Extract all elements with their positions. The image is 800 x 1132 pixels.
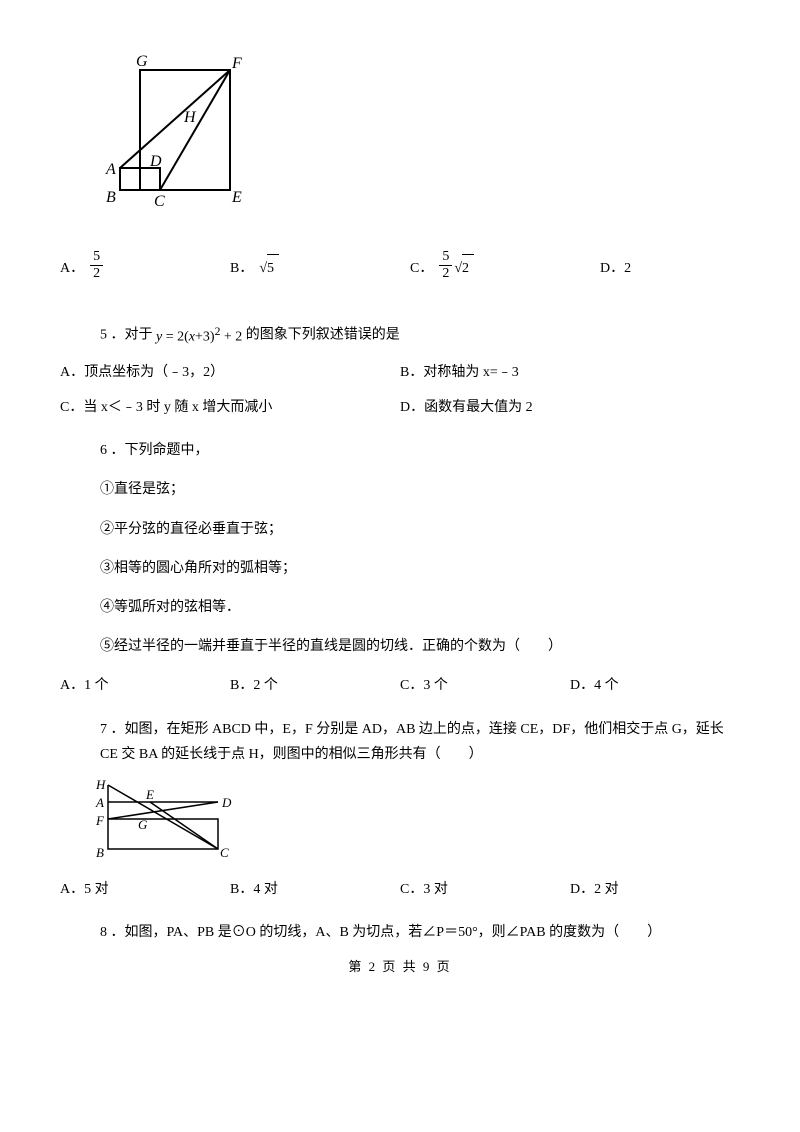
q5-option-C: C．当 x＜﹣3 时 y 随 x 增大而减小 bbox=[60, 395, 400, 420]
q5-option-B: B．对称轴为 x=﹣3 bbox=[400, 360, 740, 385]
q8-stem: 8 ．如图，PA、PB 是⊙O 的切线，A、B 为切点，若∠P＝50°，则∠PA… bbox=[100, 920, 740, 945]
fig2-label-H: H bbox=[95, 777, 106, 792]
q4-option-A: A． 5 2 bbox=[60, 249, 210, 281]
q4-C-label: C． bbox=[410, 256, 433, 281]
q7-option-D: D．2 对 bbox=[570, 877, 740, 902]
q5-formula: y = 2(x+3)2 + 2 bbox=[156, 321, 242, 350]
q6-line3: ③相等的圆心角所对的弧相等； bbox=[100, 556, 740, 581]
fig1-label-H: H bbox=[183, 109, 197, 126]
fig2-label-G: G bbox=[138, 817, 148, 832]
fig2-label-C: C bbox=[220, 845, 229, 860]
q6-option-D: D．4 个 bbox=[570, 673, 740, 698]
fig1-label-C: C bbox=[154, 193, 165, 210]
q4-A-label: A． bbox=[60, 256, 84, 281]
page-footer: 第 2 页 共 9 页 bbox=[60, 955, 740, 978]
q6-line1: ①直径是弦； bbox=[100, 477, 740, 502]
fig2-label-B: B bbox=[96, 845, 104, 860]
q5-option-D: D．函数有最大值为 2 bbox=[400, 395, 740, 420]
q4-A-frac: 5 2 bbox=[90, 249, 103, 281]
q4-C-frac: 5 2 bbox=[439, 249, 452, 281]
q4-C-sqrt: √2 bbox=[454, 261, 469, 276]
q7-options: A．5 对 B．4 对 C．3 对 D．2 对 bbox=[60, 877, 740, 902]
fig2-label-E: E bbox=[145, 787, 154, 802]
q7-stem: 7 ．如图，在矩形 ABCD 中，E，F 分别是 AD，AB 边上的点，连接 C… bbox=[100, 717, 740, 767]
q7-option-C: C．3 对 bbox=[400, 877, 570, 902]
q5-suffix: 的图象下列叙述错误的是 bbox=[246, 328, 400, 343]
q6-options: A．1 个 B．2 个 C．3 个 D．4 个 bbox=[60, 673, 740, 698]
q4-options: A． 5 2 B． √5 C． 5 2 √2 D．2 bbox=[60, 249, 740, 281]
q4-D-label: D．2 bbox=[600, 256, 631, 281]
fig2-label-D: D bbox=[221, 795, 232, 810]
fig1-label-E: E bbox=[231, 189, 242, 206]
q5-option-A: A．顶点坐标为（﹣3，2） bbox=[60, 360, 400, 385]
q7-option-B: B．4 对 bbox=[230, 877, 400, 902]
q6-option-C: C．3 个 bbox=[400, 673, 570, 698]
fig1-label-G: G bbox=[136, 53, 148, 70]
q4-option-B: B． √5 bbox=[230, 256, 390, 281]
q6-option-B: B．2 个 bbox=[230, 673, 400, 698]
q6-line2: ②平分弦的直径必垂直于弦； bbox=[100, 517, 740, 542]
fig2-label-F: F bbox=[95, 813, 105, 828]
figure-q4: G F H A D B C E bbox=[100, 50, 740, 229]
fig1-label-B: B bbox=[106, 189, 116, 206]
q6-line4: ④等弧所对的弦相等． bbox=[100, 595, 740, 620]
figure-q7: H A E D F G B C bbox=[90, 777, 740, 871]
figure-q4-svg: G F H A D B C E bbox=[100, 50, 260, 220]
q6-line5: ⑤经过半径的一端并垂直于半径的直线是圆的切线．正确的个数为（ ） bbox=[100, 634, 740, 659]
q6-stem: 6 ．下列命题中， bbox=[100, 438, 740, 463]
q5-stem: 5 ．对于 y = 2(x+3)2 + 2 的图象下列叙述错误的是 bbox=[100, 321, 740, 350]
fig2-label-A: A bbox=[95, 795, 104, 810]
fig1-label-D: D bbox=[149, 153, 162, 170]
fig1-label-A: A bbox=[105, 161, 116, 178]
q5-options: A．顶点坐标为（﹣3，2） B．对称轴为 x=﹣3 C．当 x＜﹣3 时 y 随… bbox=[60, 360, 740, 420]
q4-option-C: C． 5 2 √2 bbox=[410, 249, 580, 281]
figure-q7-svg: H A E D F G B C bbox=[90, 777, 240, 862]
q4-B-label: B． bbox=[230, 256, 253, 281]
q6-option-A: A．1 个 bbox=[60, 673, 230, 698]
q4-B-value: √5 bbox=[259, 261, 274, 276]
q7-option-A: A．5 对 bbox=[60, 877, 230, 902]
q4-option-D: D．2 bbox=[600, 256, 631, 281]
fig1-label-F: F bbox=[231, 55, 242, 72]
q5-prefix: 5 ．对于 bbox=[100, 328, 153, 343]
